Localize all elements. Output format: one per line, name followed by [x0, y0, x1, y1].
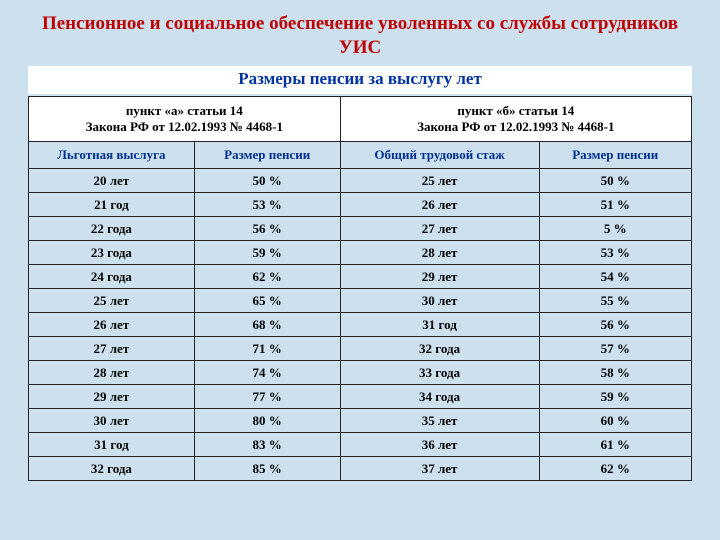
table-row: 21 год53 %26 лет51 % — [29, 193, 692, 217]
law-a-line1: пункт «а» статьи 14 — [126, 103, 243, 118]
table-cell: 31 год — [340, 313, 539, 337]
col-header: Размер пенсии — [539, 142, 692, 169]
table-cell: 34 года — [340, 385, 539, 409]
col-header: Общий трудовой стаж — [340, 142, 539, 169]
table-cell: 74 % — [194, 361, 340, 385]
table-row: 23 года59 %28 лет53 % — [29, 241, 692, 265]
table-cell: 60 % — [539, 409, 692, 433]
table-cell: 71 % — [194, 337, 340, 361]
table-row: 32 года85 %37 лет62 % — [29, 457, 692, 481]
table-cell: 59 % — [539, 385, 692, 409]
table-cell: 68 % — [194, 313, 340, 337]
table-cell: 36 лет — [340, 433, 539, 457]
law-header-row: пункт «а» статьи 14 Закона РФ от 12.02.1… — [29, 96, 692, 142]
table-cell: 58 % — [539, 361, 692, 385]
table-cell: 30 лет — [340, 289, 539, 313]
table-row: 20 лет50 %25 лет50 % — [29, 169, 692, 193]
table-row: 31 год83 %36 лет61 % — [29, 433, 692, 457]
table-row: 24 года62 %29 лет54 % — [29, 265, 692, 289]
col-header: Льготная выслуга — [29, 142, 195, 169]
table-cell: 27 лет — [340, 217, 539, 241]
table-cell: 31 год — [29, 433, 195, 457]
table-cell: 26 лет — [340, 193, 539, 217]
table-cell: 28 лет — [340, 241, 539, 265]
law-header-b: пункт «б» статьи 14 Закона РФ от 12.02.1… — [340, 96, 691, 142]
table-cell: 22 года — [29, 217, 195, 241]
law-header-a: пункт «а» статьи 14 Закона РФ от 12.02.1… — [29, 96, 341, 142]
table-cell: 25 лет — [340, 169, 539, 193]
pension-table: пункт «а» статьи 14 Закона РФ от 12.02.1… — [28, 96, 692, 482]
table-row: 22 года56 %27 лет5 % — [29, 217, 692, 241]
table-cell: 32 года — [29, 457, 195, 481]
table-row: 27 лет71 %32 года57 % — [29, 337, 692, 361]
table-cell: 61 % — [539, 433, 692, 457]
table-row: 29 лет77 %34 года59 % — [29, 385, 692, 409]
table-cell: 59 % — [194, 241, 340, 265]
column-header-row: Льготная выслуга Размер пенсии Общий тру… — [29, 142, 692, 169]
table-cell: 29 лет — [29, 385, 195, 409]
table-cell: 85 % — [194, 457, 340, 481]
table-cell: 57 % — [539, 337, 692, 361]
subtitle: Размеры пенсии за выслугу лет — [28, 69, 692, 89]
table-cell: 20 лет — [29, 169, 195, 193]
subtitle-wrap: Размеры пенсии за выслугу лет — [28, 66, 692, 94]
page-title: Пенсионное и социальное обеспечение увол… — [28, 12, 692, 60]
table-cell: 53 % — [194, 193, 340, 217]
table-cell: 25 лет — [29, 289, 195, 313]
table-cell: 55 % — [539, 289, 692, 313]
table-body: 20 лет50 %25 лет50 %21 год53 %26 лет51 %… — [29, 169, 692, 481]
slide: Пенсионное и социальное обеспечение увол… — [0, 0, 720, 540]
table-cell: 51 % — [539, 193, 692, 217]
col-header: Размер пенсии — [194, 142, 340, 169]
law-a-line2: Закона РФ от 12.02.1993 № 4468-1 — [86, 119, 283, 134]
table-cell: 21 год — [29, 193, 195, 217]
table-cell: 56 % — [539, 313, 692, 337]
table-cell: 62 % — [194, 265, 340, 289]
table-cell: 65 % — [194, 289, 340, 313]
table-row: 26 лет68 %31 год56 % — [29, 313, 692, 337]
table-cell: 56 % — [194, 217, 340, 241]
table-row: 28 лет74 %33 года58 % — [29, 361, 692, 385]
table-cell: 35 лет — [340, 409, 539, 433]
table-cell: 27 лет — [29, 337, 195, 361]
table-cell: 26 лет — [29, 313, 195, 337]
table-cell: 24 года — [29, 265, 195, 289]
table-cell: 37 лет — [340, 457, 539, 481]
table-cell: 50 % — [539, 169, 692, 193]
table-cell: 77 % — [194, 385, 340, 409]
table-cell: 5 % — [539, 217, 692, 241]
table-row: 25 лет65 %30 лет55 % — [29, 289, 692, 313]
table-cell: 30 лет — [29, 409, 195, 433]
table-cell: 32 года — [340, 337, 539, 361]
law-b-line2: Закона РФ от 12.02.1993 № 4468-1 — [417, 119, 614, 134]
table-cell: 50 % — [194, 169, 340, 193]
table-cell: 80 % — [194, 409, 340, 433]
table-cell: 33 года — [340, 361, 539, 385]
table-cell: 83 % — [194, 433, 340, 457]
table-cell: 29 лет — [340, 265, 539, 289]
table-cell: 53 % — [539, 241, 692, 265]
table-cell: 54 % — [539, 265, 692, 289]
law-b-line1: пункт «б» статьи 14 — [457, 103, 574, 118]
table-cell: 28 лет — [29, 361, 195, 385]
table-cell: 62 % — [539, 457, 692, 481]
table-cell: 23 года — [29, 241, 195, 265]
table-row: 30 лет80 %35 лет60 % — [29, 409, 692, 433]
